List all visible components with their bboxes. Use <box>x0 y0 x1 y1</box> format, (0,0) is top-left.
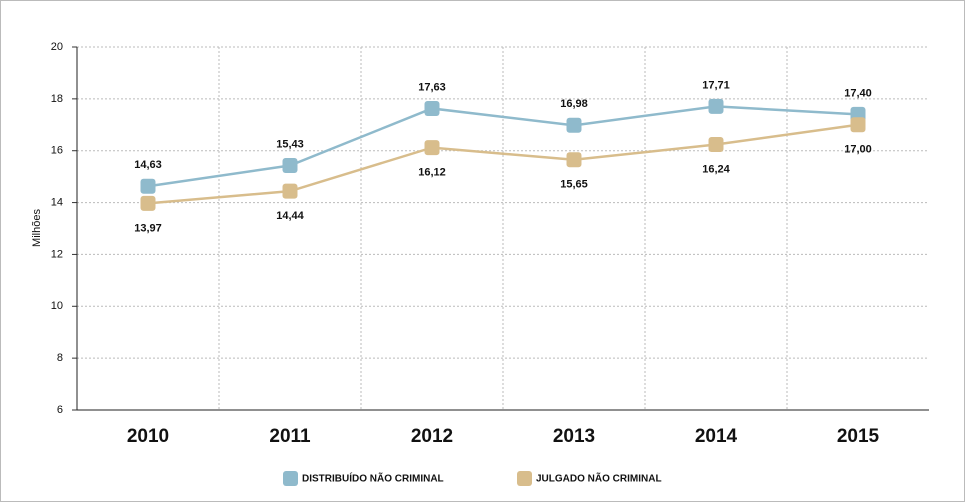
data-label: 17,40 <box>844 87 872 99</box>
x-tick-label: 2013 <box>553 426 595 447</box>
x-tick-label: 2012 <box>411 426 453 447</box>
y-tick-label: 18 <box>51 93 63 105</box>
data-label: 15,65 <box>560 179 588 191</box>
data-label: 17,00 <box>844 144 872 156</box>
data-label: 17,63 <box>418 81 446 93</box>
marker <box>282 157 298 173</box>
data-label: 17,71 <box>702 79 730 91</box>
marker <box>850 117 866 133</box>
x-tick-label: 2010 <box>127 426 169 447</box>
y-tick-label: 8 <box>57 352 63 364</box>
data-label: 16,98 <box>560 98 588 110</box>
y-tick-label: 12 <box>51 248 63 260</box>
data-label: 14,44 <box>276 210 304 222</box>
data-label: 14,63 <box>134 159 162 171</box>
marker <box>140 195 156 211</box>
legend-label: DISTRIBUÍDO NÃO CRIMINAL <box>302 472 444 485</box>
y-tick-label: 6 <box>57 404 63 416</box>
marker <box>566 117 582 133</box>
x-tick-label: 2014 <box>695 426 738 447</box>
marker <box>140 178 156 194</box>
marker <box>708 136 724 152</box>
data-label: 16,24 <box>702 163 730 175</box>
x-tick-label: 2011 <box>269 426 311 447</box>
marker <box>424 140 440 156</box>
legend-swatch <box>283 471 298 486</box>
data-label: 13,97 <box>134 222 162 234</box>
y-tick-label: 10 <box>51 300 63 312</box>
series-line <box>147 105 859 188</box>
y-tick-label: 16 <box>51 145 63 157</box>
y-tick-label: 20 <box>51 41 63 53</box>
marker <box>566 152 582 168</box>
legend-swatch <box>517 471 532 486</box>
legend-label: JULGADO NÃO CRIMINAL <box>536 472 662 485</box>
x-tick-label: 2015 <box>837 426 880 447</box>
data-label: 15,43 <box>276 138 304 150</box>
y-axis-label: Milhões <box>31 209 43 247</box>
y-tick-label: 14 <box>51 196 63 208</box>
data-label: 16,12 <box>418 167 446 179</box>
series-line <box>147 123 859 205</box>
marker <box>708 98 724 114</box>
marker <box>424 100 440 116</box>
marker <box>282 183 298 199</box>
